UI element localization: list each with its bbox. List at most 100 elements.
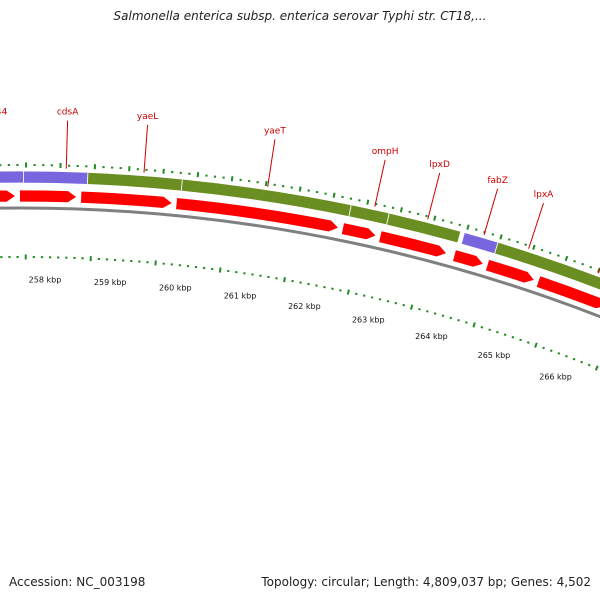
minor-tick — [516, 240, 519, 244]
gene-label-leader — [65, 120, 69, 169]
minor-tick — [573, 259, 576, 263]
map-title: Salmonella enterica subsp. enterica sero… — [113, 9, 487, 23]
accession-text: Accession: NC_003198 — [9, 575, 146, 589]
minor-tick — [540, 248, 544, 252]
scale-label: 263 kbp — [352, 316, 385, 325]
gene-label-leader — [143, 124, 149, 173]
cds-track — [0, 189, 600, 310]
gene-label: cdsA — [57, 108, 79, 118]
minor-tick — [418, 308, 421, 311]
feature-segment — [348, 204, 390, 226]
gene-label: fabZ — [487, 176, 508, 186]
minor-tick — [587, 363, 591, 367]
minor-tick — [503, 333, 507, 337]
minor-tick — [556, 254, 560, 257]
minor-tick — [511, 335, 515, 339]
gene-label: yaeL — [137, 112, 158, 122]
major-tick — [532, 244, 536, 251]
scale-label: 266 kbp — [539, 372, 572, 381]
scale-label: 262 kbp — [288, 302, 321, 311]
minor-tick — [557, 352, 561, 355]
gene-label: STY0244 — [0, 107, 8, 117]
feature-segment — [386, 212, 462, 244]
minor-tick — [549, 349, 553, 352]
scale-label: 261 kbp — [224, 291, 257, 300]
cds-arrow — [80, 190, 174, 209]
minor-tick — [542, 346, 545, 350]
major-tick — [264, 180, 268, 187]
cds-arrow — [451, 249, 485, 268]
scale-labels: 258 kbp 259 kbp 260 kbp 261 kbp 262 kbp 263 k… — [29, 276, 600, 406]
major-tick — [346, 289, 350, 295]
minor-tick — [425, 310, 429, 313]
feature-segment — [460, 231, 499, 255]
major-tick — [466, 224, 470, 230]
cds-arrow — [378, 230, 448, 258]
feature-segment — [0, 170, 24, 184]
gene-label-leader — [483, 188, 499, 236]
major-tick — [499, 234, 503, 240]
minor-tick — [457, 318, 460, 322]
cds-arrow — [175, 197, 340, 233]
cds-arrow — [19, 189, 78, 204]
major-tick — [594, 365, 599, 371]
minor-tick — [441, 314, 445, 317]
minor-tick — [458, 223, 462, 227]
gene-label: ompH — [372, 147, 399, 157]
topology-summary: Topology: circular; Length: 4,809,037 bp… — [261, 575, 591, 589]
major-tick — [399, 207, 403, 213]
feature-segment — [23, 170, 89, 185]
major-tick — [230, 176, 234, 182]
cds-arrow — [484, 258, 536, 284]
scale-label: 265 kbp — [478, 351, 511, 360]
major-tick — [564, 255, 569, 262]
scale-label: 264 kbp — [415, 332, 448, 341]
major-tick — [433, 215, 437, 221]
minor-tick — [589, 265, 593, 269]
gene-labels: STY0244cdsAyaeLyaeTompHlpxDfabZlpxAlpxBr… — [0, 107, 600, 274]
major-tick — [218, 267, 222, 273]
minor-tick — [524, 243, 528, 246]
minor-tick — [491, 233, 495, 236]
minor-tick — [480, 326, 484, 329]
minor-tick — [580, 360, 584, 364]
minor-tick — [496, 330, 499, 334]
major-tick — [472, 322, 476, 328]
gene-label: yaeT — [264, 126, 286, 136]
minor-tick — [572, 357, 576, 361]
cds-arrow — [0, 189, 17, 203]
minor-tick — [548, 251, 552, 255]
scale-label: 259 kbp — [94, 278, 127, 287]
major-tick — [534, 342, 538, 348]
cds-arrow — [340, 222, 377, 241]
major-tick — [409, 304, 414, 310]
feature-segment — [494, 241, 600, 291]
scale-label: 258 kbp — [29, 276, 62, 285]
cds-arrow — [535, 275, 600, 310]
backbone-line — [0, 206, 600, 319]
gene-label-leader — [427, 172, 441, 220]
gene-label-leader — [374, 159, 386, 207]
minor-tick — [465, 321, 468, 324]
scale-label: 260 kbp — [159, 283, 192, 292]
minor-tick — [507, 238, 511, 241]
minor-tick — [450, 221, 453, 224]
minor-tick — [449, 316, 453, 320]
major-tick — [298, 186, 302, 192]
major-tick — [283, 277, 286, 283]
gene-label-leader — [528, 202, 544, 249]
minor-tick — [474, 228, 478, 231]
gene-label: lpxA — [534, 190, 555, 200]
gene-label-leader — [267, 139, 276, 187]
minor-tick — [581, 262, 585, 266]
feature-segment — [87, 171, 183, 192]
minor-tick — [526, 341, 530, 344]
major-tick — [366, 199, 370, 205]
feature-track — [0, 170, 600, 291]
minor-tick — [488, 328, 492, 332]
minor-tick — [433, 312, 437, 315]
major-tick — [597, 267, 600, 273]
major-tick — [196, 172, 200, 178]
inner-tick-track — [0, 254, 599, 371]
